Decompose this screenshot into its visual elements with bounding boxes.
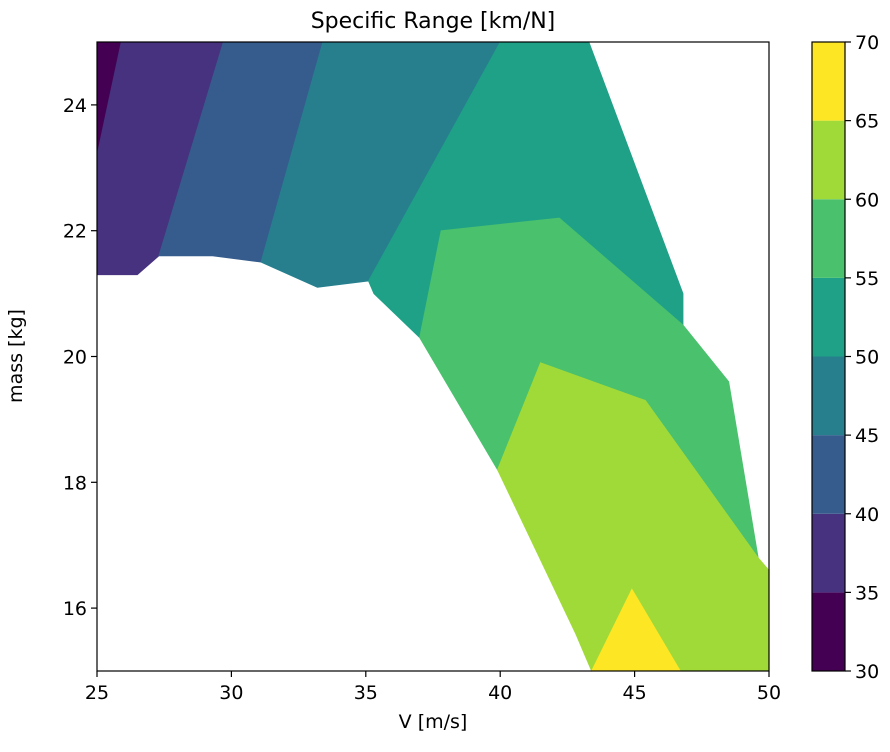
colorbar-band xyxy=(812,120,845,200)
y-tick-label: 16 xyxy=(63,598,87,620)
plot-area xyxy=(96,41,770,672)
colorbar-tick-label: 35 xyxy=(855,582,879,604)
colorbar-tick-label: 65 xyxy=(855,111,879,133)
colorbar-tick-label: 50 xyxy=(855,347,879,369)
colorbar-tick-label: 40 xyxy=(855,504,879,526)
chart-title: Specific Range [km/N] xyxy=(311,9,556,34)
colorbar-band xyxy=(812,513,845,593)
x-axis-label: V [m/s] xyxy=(399,711,468,733)
x-tick-label: 45 xyxy=(623,682,647,704)
colorbar-band xyxy=(812,356,845,436)
colorbar-band xyxy=(812,42,845,121)
x-tick-label: 35 xyxy=(354,682,378,704)
y-axis-label: mass [kg] xyxy=(5,309,27,403)
colorbar-tick-label: 70 xyxy=(855,32,879,54)
colorbar: 30 35 40 45 50 55 60 65 70 xyxy=(811,32,879,683)
colorbar-tick-label: 55 xyxy=(855,268,879,290)
y-tick-label: 20 xyxy=(63,347,87,369)
colorbar-band xyxy=(812,592,845,671)
y-tick-label: 22 xyxy=(63,221,87,243)
colorbar-band xyxy=(812,199,845,278)
x-tick-label: 40 xyxy=(488,682,512,704)
colorbar-tick-label: 60 xyxy=(855,189,879,211)
x-tick-label: 50 xyxy=(757,682,781,704)
colorbar-band xyxy=(812,435,845,514)
x-tick-label: 25 xyxy=(85,682,109,704)
colorbar-band xyxy=(812,277,845,357)
colorbar-tick-label: 45 xyxy=(855,425,879,447)
x-axis: 25 30 35 40 45 50 xyxy=(85,671,781,704)
y-tick-label: 24 xyxy=(63,95,87,117)
colorbar-tick-label: 30 xyxy=(855,661,879,683)
x-tick-label: 30 xyxy=(219,682,243,704)
y-tick-label: 18 xyxy=(63,472,87,494)
y-axis: 16 18 20 22 24 xyxy=(63,95,97,620)
